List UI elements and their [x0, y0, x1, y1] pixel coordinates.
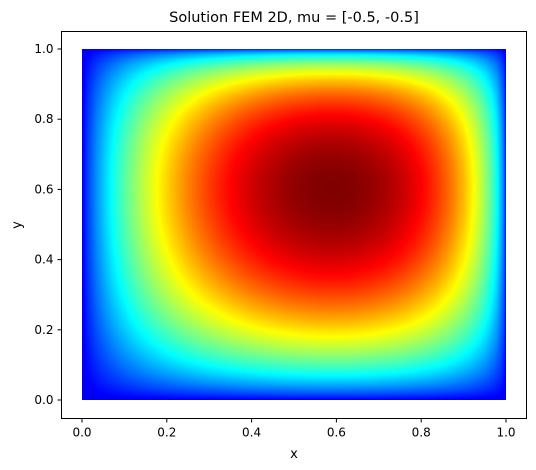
x-axis-label: x [290, 447, 298, 462]
x-tick-label: 0.8 [412, 426, 431, 440]
plot-frame [61, 31, 527, 419]
y-tick-label: 0.4 [34, 253, 53, 267]
y-tick-label: 0.8 [34, 112, 53, 126]
y-tick-label: 0.0 [34, 393, 53, 407]
x-tick-label: 0.2 [157, 426, 176, 440]
chart-title: Solution FEM 2D, mu = [-0.5, -0.5] [169, 10, 419, 26]
x-tick-label: 1.0 [496, 426, 515, 440]
y-tick-label: 0.2 [34, 323, 53, 337]
y-tick-label: 0.6 [34, 182, 53, 196]
x-axis: 0.0 0.2 0.4 0.6 0.8 1.0 [72, 418, 516, 440]
y-axis-label: y [10, 221, 25, 229]
x-tick-label: 0.6 [327, 426, 346, 440]
heatmap-image [82, 49, 506, 400]
x-tick-label: 0.4 [242, 426, 261, 440]
x-tick-label: 0.0 [72, 426, 91, 440]
y-axis: 0.0 0.2 0.4 0.6 0.8 1.0 [34, 42, 62, 407]
y-tick-label: 1.0 [34, 42, 53, 56]
